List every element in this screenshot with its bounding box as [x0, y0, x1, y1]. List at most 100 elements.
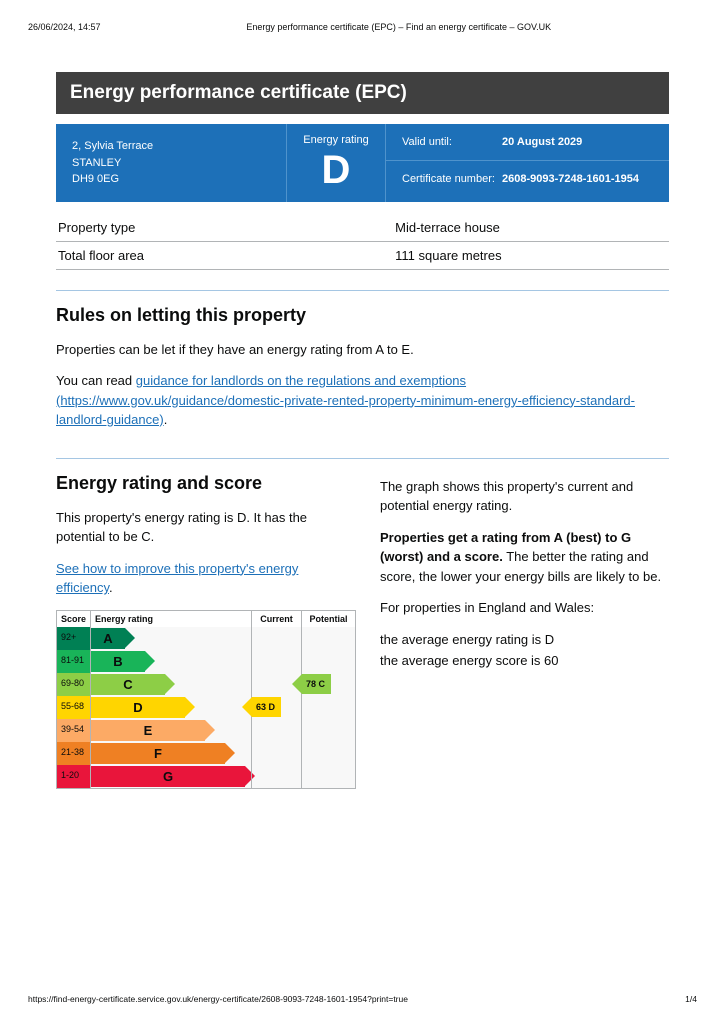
- rating-explain: For properties in England and Wales:: [380, 598, 669, 618]
- prop-type-value: Mid-terrace house: [393, 214, 669, 242]
- divider: [56, 458, 669, 459]
- print-date: 26/06/2024, 14:57: [28, 22, 101, 32]
- rating-explain: The graph shows this property's current …: [380, 477, 669, 516]
- table-row: Total floor area 111 square metres: [56, 241, 669, 269]
- arrow-nose-icon: [292, 674, 302, 694]
- potential-col: 78 C: [301, 673, 355, 696]
- band-bar-wrap: A: [91, 627, 251, 650]
- band-bar-wrap: B: [91, 650, 251, 673]
- rules-heading: Rules on letting this property: [56, 305, 669, 326]
- rating-heading: Energy rating and score: [56, 473, 356, 494]
- improve-link[interactable]: See how to improve this property's energ…: [56, 561, 298, 596]
- cert-value: 2608-9093-7248-1601-1954: [502, 173, 653, 185]
- table-row: Property type Mid-terrace house: [56, 214, 669, 242]
- property-table: Property type Mid-terrace house Total fl…: [56, 214, 669, 270]
- page-title: Energy performance certificate (EPC): [56, 72, 669, 114]
- energy-chart: Score Energy rating Current Potential 92…: [56, 610, 356, 789]
- rules-pre: You can read: [56, 373, 136, 388]
- band-row: 69-80 C 78 C: [57, 673, 355, 696]
- current-col: [251, 765, 301, 788]
- band-score: 1-20: [57, 765, 91, 788]
- footer-page: 1/4: [685, 994, 697, 1004]
- summary-panel: 2, Sylvia Terrace STANLEY DH9 0EG Energy…: [56, 124, 669, 202]
- band-letter: F: [154, 746, 162, 761]
- band-bar-wrap: C: [91, 673, 251, 696]
- band-row: 1-20 G: [57, 765, 355, 788]
- current-tag: 63 D: [252, 697, 281, 717]
- print-header: 26/06/2024, 14:57 Energy performance cer…: [28, 22, 697, 32]
- band-row: 55-68 D 63 D: [57, 696, 355, 719]
- band-score: 39-54: [57, 719, 91, 742]
- band-score: 69-80: [57, 673, 91, 696]
- band-row: 21-38 F: [57, 742, 355, 765]
- band-row: 81-91 B: [57, 650, 355, 673]
- current-col: [251, 627, 301, 650]
- band-bar-wrap: G: [91, 765, 251, 788]
- band-bar: G: [91, 766, 245, 787]
- band-bar: B: [91, 651, 145, 672]
- head-score: Score: [57, 611, 91, 627]
- prop-area-label: Total floor area: [56, 241, 393, 269]
- rating-explain: Properties get a rating from A (best) to…: [380, 528, 669, 587]
- band-row: 92+ A: [57, 627, 355, 650]
- rating-badge: Energy rating D: [286, 124, 386, 202]
- band-letter: B: [113, 654, 122, 669]
- rules-text: You can read guidance for landlords on t…: [56, 371, 669, 430]
- band-letter: A: [103, 631, 112, 646]
- band-bar: A: [91, 628, 125, 649]
- band-bar: E: [91, 720, 205, 741]
- band-bar: C: [91, 674, 165, 695]
- avg-rating: the average energy rating is D: [380, 630, 669, 650]
- potential-col: [301, 627, 355, 650]
- band-letter: G: [163, 769, 173, 784]
- band-score: 92+: [57, 627, 91, 650]
- rating-label: Energy rating: [287, 134, 385, 146]
- avg-score: the average energy score is 60: [380, 651, 669, 671]
- band-score: 21-38: [57, 742, 91, 765]
- band-letter: D: [133, 700, 142, 715]
- head-potential: Potential: [301, 611, 355, 627]
- address-line: 2, Sylvia Terrace: [72, 138, 270, 155]
- band-bar: F: [91, 743, 225, 764]
- band-letter: E: [144, 723, 153, 738]
- arrow-nose-icon: [242, 697, 252, 717]
- footer-url: https://find-energy-certificate.service.…: [28, 994, 408, 1004]
- prop-type-label: Property type: [56, 214, 393, 242]
- address-line: DH9 0EG: [72, 171, 270, 188]
- potential-col: [301, 696, 355, 719]
- current-col: 63 D: [251, 696, 301, 719]
- chart-header: Score Energy rating Current Potential: [57, 611, 355, 627]
- band-bar-wrap: D: [91, 696, 251, 719]
- guidance-link[interactable]: guidance for landlords on the regulation…: [56, 373, 635, 427]
- rating-grade: D: [287, 146, 385, 194]
- potential-col: [301, 765, 355, 788]
- cert-row: Certificate number: 2608-9093-7248-1601-…: [386, 160, 669, 197]
- potential-tag: 78 C: [302, 674, 331, 694]
- band-bar: D: [91, 697, 185, 718]
- potential-col: [301, 719, 355, 742]
- current-col: [251, 719, 301, 742]
- rating-text: This property's energy rating is D. It h…: [56, 508, 356, 547]
- current-col: [251, 650, 301, 673]
- band-letter: C: [123, 677, 132, 692]
- address-block: 2, Sylvia Terrace STANLEY DH9 0EG: [56, 124, 286, 202]
- address-line: STANLEY: [72, 155, 270, 172]
- divider: [56, 290, 669, 291]
- print-footer: https://find-energy-certificate.service.…: [28, 994, 697, 1004]
- band-bar-wrap: E: [91, 719, 251, 742]
- valid-row: Valid until: 20 August 2029: [386, 124, 669, 160]
- print-title: Energy performance certificate (EPC) – F…: [28, 22, 697, 32]
- rules-post: .: [164, 412, 168, 427]
- head-rating: Energy rating: [91, 611, 251, 627]
- band-bar-wrap: F: [91, 742, 251, 765]
- current-col: [251, 742, 301, 765]
- head-current: Current: [251, 611, 301, 627]
- valid-label: Valid until:: [402, 136, 502, 148]
- band-score: 81-91: [57, 650, 91, 673]
- potential-col: [301, 742, 355, 765]
- rules-text: Properties can be let if they have an en…: [56, 340, 669, 360]
- band-score: 55-68: [57, 696, 91, 719]
- cert-label: Certificate number:: [402, 173, 502, 185]
- valid-value: 20 August 2029: [502, 136, 653, 148]
- prop-area-value: 111 square metres: [393, 241, 669, 269]
